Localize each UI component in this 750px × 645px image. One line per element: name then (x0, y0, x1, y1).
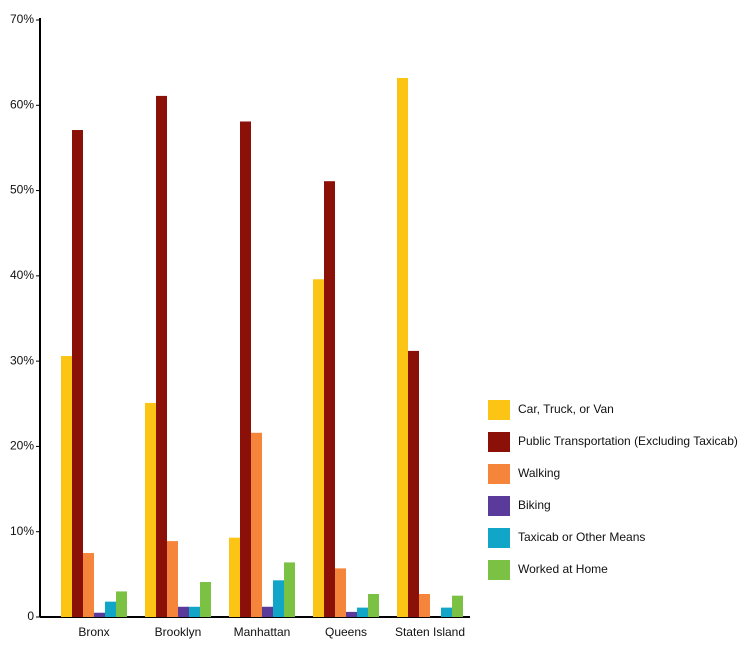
x-tick-label: Manhattan (234, 625, 291, 639)
x-tick-label: Bronx (78, 625, 109, 639)
y-tick-label: 20% (10, 439, 34, 453)
bar (200, 582, 211, 617)
bar (452, 595, 463, 617)
y-tick-label: 50% (10, 183, 34, 197)
y-tick-label: 0 (27, 609, 34, 623)
bar (346, 611, 357, 617)
legend-label: Taxicab or Other Means (518, 530, 645, 544)
bar (251, 432, 262, 617)
bar (178, 606, 189, 617)
y-tick-label: 40% (10, 268, 34, 282)
legend-swatch (488, 464, 510, 484)
legend-label: Worked at Home (518, 562, 608, 576)
y-tick-label: 60% (10, 97, 34, 111)
bar (357, 607, 368, 617)
bar (441, 607, 452, 617)
bar (284, 562, 295, 617)
bar (368, 593, 379, 617)
bar (273, 580, 284, 617)
bar (397, 77, 408, 618)
y-tick-label: 30% (10, 353, 34, 367)
bar (72, 130, 83, 618)
bar (156, 95, 167, 617)
legend-swatch (488, 528, 510, 548)
bar (94, 612, 105, 617)
x-tick-label: Staten Island (395, 625, 465, 639)
legend-swatch (488, 400, 510, 420)
legend-label: Biking (518, 498, 551, 512)
x-tick-label: Queens (325, 625, 367, 639)
bar (189, 606, 200, 617)
legend-swatch (488, 432, 510, 452)
bar (145, 402, 156, 617)
bar (240, 121, 251, 618)
x-tick-label: Brooklyn (155, 625, 202, 639)
bar (419, 593, 430, 617)
bar (61, 356, 72, 617)
bar (408, 350, 419, 617)
bar (167, 541, 178, 617)
bar (229, 537, 240, 617)
legend-label: Walking (518, 466, 560, 480)
bar (262, 606, 273, 617)
bar (324, 181, 335, 617)
legend-swatch (488, 496, 510, 516)
bar (116, 591, 127, 617)
bar (105, 601, 116, 617)
bar (83, 553, 94, 617)
legend-label: Public Transportation (Excluding Taxicab… (518, 434, 738, 448)
y-tick-label: 70% (10, 12, 34, 26)
bar (335, 568, 346, 617)
legend-swatch (488, 560, 510, 580)
y-tick-label: 10% (10, 524, 34, 538)
bar (313, 279, 324, 617)
legend-label: Car, Truck, or Van (518, 402, 614, 416)
